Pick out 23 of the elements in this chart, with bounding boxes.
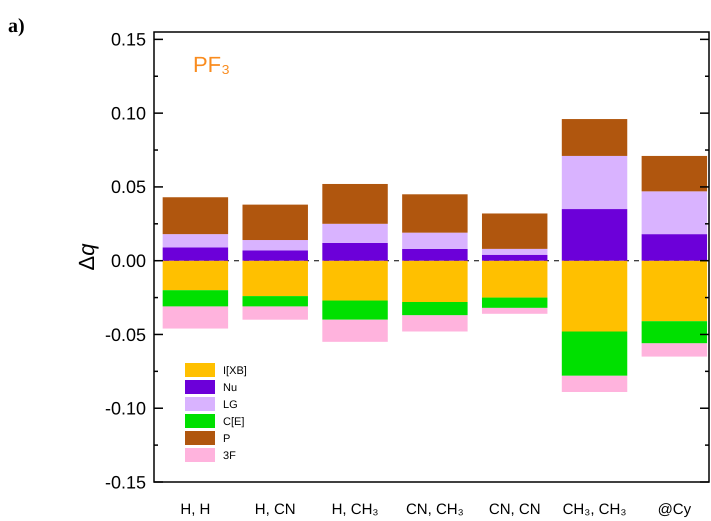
- x-tick-label: CN, CN: [488, 501, 541, 518]
- x-tick-label: CN, CH₃: [406, 501, 464, 518]
- y-tick-label: -0.10: [104, 398, 146, 419]
- legend-label: LG: [223, 398, 238, 411]
- legend-label: P: [223, 432, 230, 445]
- text: a): [8, 15, 25, 37]
- x-tick-label: H, CH₃: [332, 501, 379, 518]
- legend-label: 3F: [223, 450, 236, 462]
- annotation: PF₃: [193, 52, 230, 77]
- y-tick-label: -0.05: [104, 324, 146, 345]
- legend-label: I[XB]: [223, 364, 247, 377]
- legend-label: C[E]: [223, 416, 244, 428]
- x-tick-label: H, CN: [254, 501, 296, 518]
- y-tick-label: 0.00: [110, 250, 146, 271]
- y-tick-label: 0.05: [110, 177, 146, 198]
- legend-label: Nu: [223, 382, 238, 394]
- x-tick-label: @Cy: [658, 501, 692, 518]
- y-tick-label: 0.15: [110, 30, 146, 50]
- x-tick-label: H, H: [180, 501, 210, 518]
- y-tick-label: 0.10: [110, 103, 146, 124]
- y-axis-title: Δq: [74, 242, 99, 270]
- x-tick-label: CH₃, CH₃: [562, 501, 626, 518]
- y-tick-label: -0.15: [104, 472, 146, 492]
